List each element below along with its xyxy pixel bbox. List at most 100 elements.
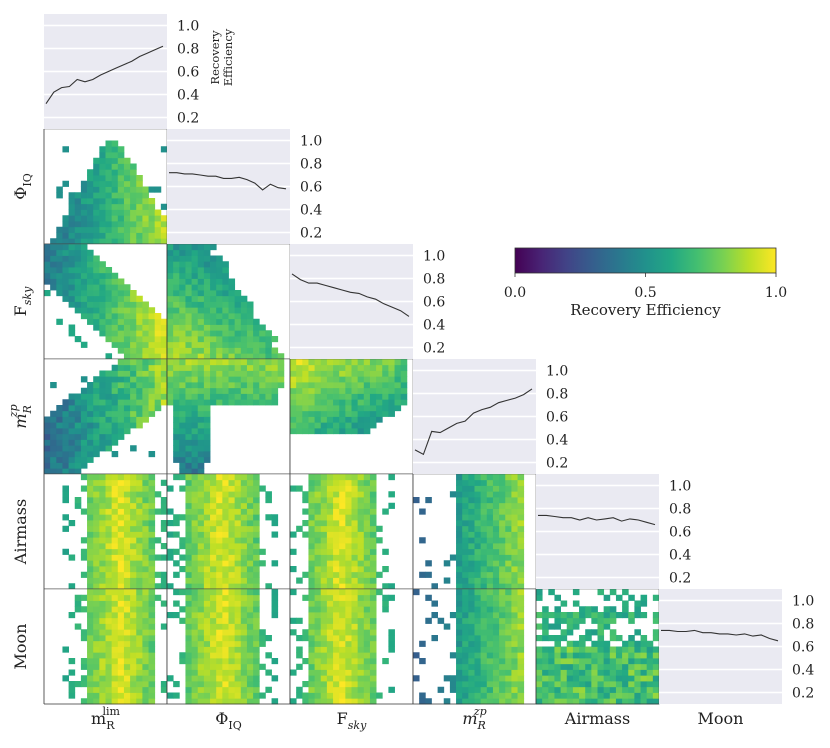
heatmap-cell (203, 531, 211, 538)
heatmap-cell (388, 370, 395, 377)
heatmap-cell (148, 376, 156, 383)
heatmap-cell (136, 479, 143, 486)
heatmap-cell (314, 364, 322, 371)
heatmap-cell (44, 272, 51, 279)
heatmap-cell (369, 698, 377, 705)
heatmap-cell (326, 652, 334, 659)
heatmap-cell (640, 658, 648, 665)
heatmap-cell (345, 640, 352, 647)
heatmap-cell (185, 577, 192, 584)
heatmap-cell (296, 416, 303, 423)
heatmap-cell (339, 497, 346, 504)
heatmap-cell (339, 410, 346, 417)
heatmap-cell (105, 157, 113, 164)
heatmap-cell (652, 635, 660, 642)
heatmap-cell (93, 382, 100, 389)
heatmap-cell (148, 399, 156, 406)
heatmap-cell (210, 612, 217, 619)
heatmap-cell (197, 468, 205, 475)
heatmap-cell (351, 658, 359, 665)
heatmap-cell (369, 675, 377, 682)
heatmap-cell (308, 399, 315, 406)
heatmap-cell (517, 675, 525, 682)
heatmap-cell (105, 681, 113, 688)
heatmap-cell (308, 681, 315, 688)
heatmap-cell (308, 416, 315, 423)
heatmap-cell (240, 600, 248, 607)
heatmap-cell (486, 537, 494, 544)
heatmap-cell (179, 658, 186, 665)
heatmap-cell (148, 600, 156, 607)
heatmap-cell (363, 617, 371, 624)
heatmap-cell (382, 382, 389, 389)
heatmap-cell (474, 681, 482, 688)
heatmap-cell (173, 278, 180, 285)
heatmap-cell (456, 612, 463, 619)
heatmap-cell (105, 663, 113, 670)
heatmap-cell (179, 433, 186, 440)
heatmap-cell (320, 658, 328, 665)
heatmap-cell (345, 479, 352, 486)
heatmap-cell (123, 221, 131, 228)
heatmap-cell (320, 382, 328, 389)
heatmap-cell (572, 686, 580, 693)
heatmap-cell (130, 652, 137, 659)
heatmap-cell (173, 428, 180, 435)
heatmap-cell (369, 376, 377, 383)
heatmap-cell (326, 548, 334, 555)
heatmap-cell (505, 566, 512, 573)
heatmap-cell (271, 347, 279, 354)
heatmap-cell (203, 571, 211, 578)
heatmap-cell (148, 548, 156, 555)
axis-label-sub: IQ (228, 719, 241, 732)
heatmap-cell (486, 646, 494, 653)
heatmap-cell (326, 479, 334, 486)
diagonal-ytick-label: 1.0 (792, 594, 814, 610)
diagonal-ytick-label: 0.2 (669, 571, 691, 587)
heatmap-cell (246, 479, 254, 486)
heatmap-cell (228, 594, 236, 601)
heatmap-cell (130, 405, 137, 412)
heatmap-cell (197, 405, 205, 412)
heatmap-cell (99, 198, 106, 205)
heatmap-cell (191, 479, 199, 486)
heatmap-cell (314, 376, 322, 383)
heatmap-cell (609, 629, 617, 636)
heatmap-cell (68, 399, 76, 406)
heatmap-cell (148, 594, 156, 601)
heatmap-cell (320, 681, 328, 688)
heatmap-cell (480, 635, 488, 642)
heatmap-cell (339, 387, 346, 394)
heatmap-cell (203, 416, 211, 423)
heatmap-cell (130, 422, 137, 429)
heatmap-cell (290, 376, 297, 383)
heatmap-cell (468, 635, 475, 642)
heatmap-cell (308, 623, 315, 630)
heatmap-cell (99, 571, 106, 578)
heatmap-cell (314, 359, 322, 366)
heatmap-cell (148, 313, 156, 320)
heatmap-cell (376, 370, 383, 377)
heatmap-cell (228, 600, 236, 607)
heatmap-cell (99, 617, 106, 624)
heatmap-cell (142, 646, 149, 653)
heatmap-cell (50, 410, 57, 417)
heatmap-cell (492, 571, 500, 578)
heatmap-cell (474, 594, 482, 601)
heatmap-cell (56, 468, 63, 475)
heatmap-cell (228, 330, 236, 337)
heatmap-cell (148, 387, 156, 394)
heatmap-cell (511, 560, 518, 567)
heatmap-cell (357, 640, 365, 647)
heatmap-cell (511, 681, 518, 688)
heatmap-cell (326, 698, 334, 705)
heatmap-cell (210, 341, 217, 348)
heatmap-cell (105, 278, 113, 285)
heatmap-cell (431, 635, 438, 642)
heatmap-cell (203, 474, 211, 481)
heatmap-cell (185, 261, 192, 268)
heatmap-cell (308, 646, 315, 653)
heatmap-cell (234, 485, 242, 492)
heatmap-cell (123, 186, 131, 193)
heatmap-cell (480, 681, 488, 688)
